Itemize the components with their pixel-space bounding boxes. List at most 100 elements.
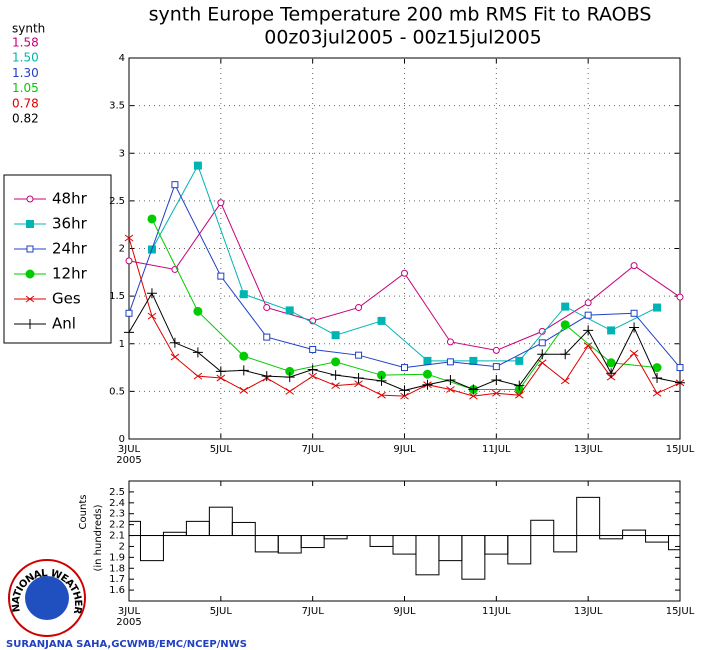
marker: [468, 384, 479, 395]
marker: [401, 364, 408, 372]
x-tick-label: 11JUL: [482, 606, 511, 617]
marker: [355, 304, 363, 312]
series-line: [128, 292, 681, 391]
marker: [514, 391, 524, 399]
legend-marker: [25, 319, 35, 329]
x-tick-label: 5JUL: [210, 606, 233, 617]
summary-value: 1.58: [12, 36, 39, 50]
y-tick-label: 1.9: [109, 552, 125, 563]
legend-label: Anl: [52, 315, 76, 333]
marker: [400, 392, 409, 400]
count-bar: [300, 535, 325, 549]
marker: [560, 320, 570, 330]
marker: [355, 351, 363, 359]
chart-title: synth Europe Temperature 200 mb RMS Fit …: [149, 4, 652, 26]
count-bar: [484, 535, 509, 555]
marker: [445, 374, 456, 385]
x-tick-label: 13JUL: [574, 606, 603, 617]
marker: [492, 389, 501, 397]
marker: [629, 349, 639, 357]
x-sublabel: 2005: [116, 455, 141, 466]
y-tick-label: 3.5: [109, 101, 125, 112]
marker: [514, 380, 525, 391]
marker: [422, 379, 433, 390]
x-tick-label: 9JUL: [393, 606, 416, 617]
credit: SURANJANA SAHA,GCWMB/EMC/NCEP/NWS: [6, 639, 247, 650]
summary-title: synth: [12, 22, 45, 36]
marker: [423, 356, 432, 365]
y-axis-label: Counts: [78, 495, 89, 530]
x-tick-label: 5JUL: [210, 444, 233, 455]
chart-subtitle: 00z03jul2005 - 00z15jul2005: [264, 27, 542, 49]
y-tick-label: 2.4: [109, 498, 125, 509]
marker: [125, 309, 133, 317]
marker: [147, 214, 157, 224]
count-bar: [415, 535, 440, 576]
marker: [146, 288, 157, 299]
marker: [124, 327, 134, 338]
legend-label: 12hr: [52, 265, 88, 283]
count-bar: [576, 496, 601, 537]
count-bar: [530, 519, 555, 537]
count-bar: [369, 535, 394, 547]
marker: [630, 309, 638, 317]
x-tick-label: 9JUL: [393, 444, 416, 455]
marker: [538, 339, 546, 347]
count-bar: [185, 520, 210, 537]
marker: [446, 386, 455, 393]
x-tick-label: 3JUL: [118, 606, 141, 617]
count-bar: [139, 535, 164, 562]
marker: [331, 357, 341, 367]
summary-value: 1.50: [12, 51, 39, 65]
marker: [422, 369, 432, 379]
marker: [469, 392, 478, 400]
legend-box: [3, 174, 112, 344]
marker: [446, 338, 454, 346]
x-tick-label: 11JUL: [482, 444, 511, 455]
marker: [653, 303, 662, 312]
marker: [261, 371, 272, 382]
marker: [192, 347, 203, 358]
marker: [263, 304, 271, 312]
marker: [193, 372, 203, 380]
legend-label: 24hr: [52, 240, 88, 258]
marker: [676, 364, 684, 372]
count-bar: [645, 535, 670, 543]
summary-value: 1.05: [12, 81, 39, 95]
marker: [331, 331, 340, 340]
marker: [446, 358, 454, 366]
y-tick-label: 0.5: [109, 386, 125, 397]
series-line: [151, 164, 658, 362]
y-tick-label: 0: [119, 434, 125, 445]
marker: [676, 293, 684, 301]
legend-marker: [25, 269, 35, 279]
marker: [492, 346, 500, 354]
marker: [217, 272, 225, 280]
marker: [652, 373, 663, 384]
logo-center: [25, 576, 69, 620]
marker: [193, 306, 203, 316]
marker: [652, 389, 662, 397]
marker: [285, 306, 294, 315]
marker: [606, 368, 617, 379]
count-bar: [277, 535, 302, 554]
marker: [239, 387, 249, 394]
y-tick-label: 4: [119, 53, 125, 64]
count-bar: [507, 535, 532, 565]
y-tick-label: 1.6: [109, 585, 125, 596]
marker: [263, 333, 271, 341]
marker: [285, 387, 295, 395]
series-line: [151, 218, 658, 390]
marker: [560, 349, 571, 360]
marker: [401, 269, 408, 277]
marker: [216, 374, 226, 382]
marker: [308, 372, 317, 380]
marker: [330, 370, 341, 381]
y-tick-label: 2.3: [109, 509, 125, 520]
marker: [537, 349, 548, 360]
count-bar: [208, 506, 233, 537]
legend-label: 36hr: [52, 215, 88, 233]
marker: [399, 385, 410, 396]
